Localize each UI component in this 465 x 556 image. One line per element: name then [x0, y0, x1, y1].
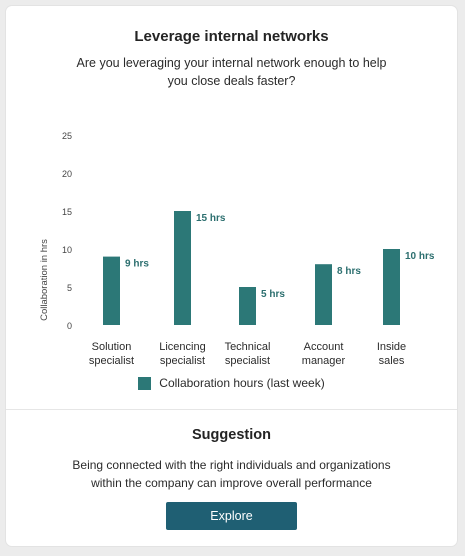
explore-button[interactable]: Explore — [166, 502, 297, 530]
x-tick-label: Account — [304, 341, 344, 353]
x-tick-label: sales — [379, 355, 405, 367]
collaboration-bar-chart: 0 5 10 15 20 25 Collaboration in hrs 9 hrs Solut… — [39, 131, 435, 367]
card-title: Leverage internal networks — [134, 28, 329, 45]
x-tick-label: Technical — [225, 341, 271, 353]
y-tick-label: 15 — [62, 207, 72, 217]
bar — [315, 264, 332, 325]
y-tick-label: 10 — [62, 245, 72, 255]
section-divider — [6, 409, 457, 410]
x-tick-label: Licencing — [159, 341, 205, 353]
y-tick-label: 5 — [67, 283, 72, 293]
chart-legend: Collaboration hours (last week) — [6, 376, 457, 390]
data-label: 9 hrs — [125, 259, 149, 270]
suggestion-title: Suggestion — [192, 427, 271, 443]
bar — [239, 287, 256, 325]
x-tick-label: specialist — [225, 355, 270, 367]
insight-card: Leverage internal networks Are you lever… — [6, 6, 457, 546]
y-axis-label: Collaboration in hrs — [39, 239, 50, 321]
x-tick-label: specialist — [160, 355, 205, 367]
data-label: 8 hrs — [337, 266, 361, 277]
data-label: 10 hrs — [405, 251, 435, 262]
card-subtitle: Are you leveraging your internal network… — [76, 56, 387, 88]
legend-label: Collaboration hours (last week) — [159, 376, 325, 390]
y-tick-label: 20 — [62, 169, 72, 179]
bar — [174, 211, 191, 325]
y-tick-label: 0 — [67, 321, 72, 331]
x-tick-label: Inside — [377, 341, 406, 353]
x-tick-label: specialist — [89, 355, 134, 367]
suggestion-text: Being connected with the right individua… — [72, 458, 391, 490]
x-tick-label: manager — [302, 355, 346, 367]
data-label: 15 hrs — [196, 213, 226, 224]
x-tick-label: Solution — [92, 341, 132, 353]
y-tick-label: 25 — [62, 131, 72, 141]
data-label: 5 hrs — [261, 289, 285, 300]
legend-swatch — [138, 376, 152, 390]
bar — [383, 249, 400, 325]
bar — [103, 256, 120, 325]
